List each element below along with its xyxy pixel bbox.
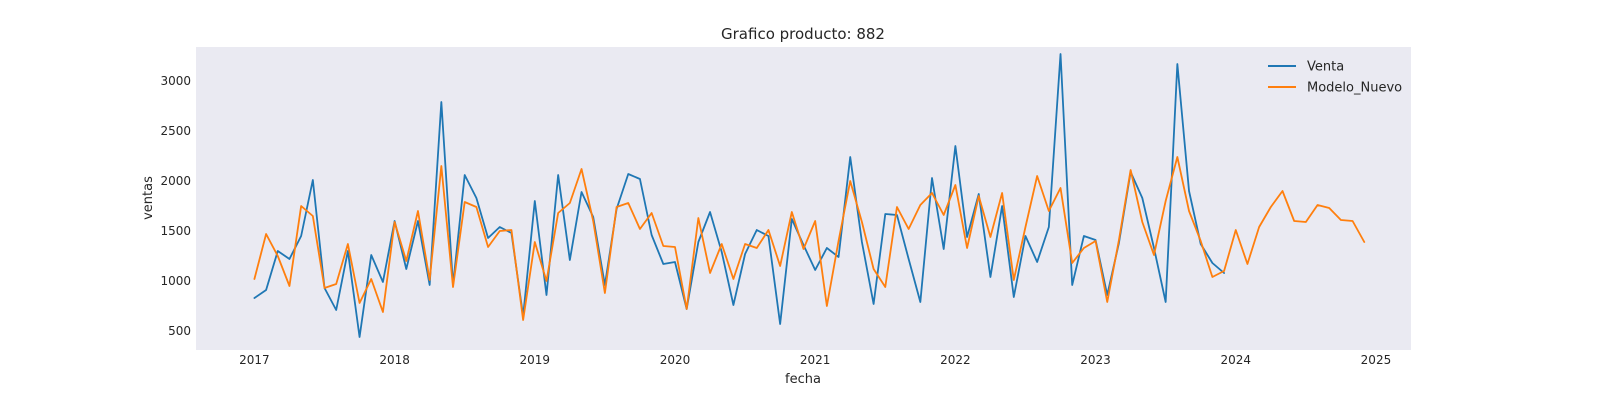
x-tick-label: 2021: [800, 353, 831, 367]
x-tick-label: 2020: [660, 353, 691, 367]
x-axis-ticks: 2017 2018 2019 2020 2021 2022 2023 2024 2025: [239, 353, 1391, 367]
x-tick-label: 2023: [1080, 353, 1111, 367]
y-tick-label: 1500: [160, 224, 191, 238]
y-tick-label: 2500: [160, 124, 191, 138]
y-axis-label: ventas: [141, 176, 156, 220]
series-line-modelo-nuevo: [253, 156, 1366, 321]
y-tick-label: 1000: [160, 274, 191, 288]
y-axis-ticks: 500 1000 1500 2000 2500 3000: [160, 74, 191, 338]
x-tick-label: 2024: [1220, 353, 1251, 367]
series-layer: [253, 53, 1366, 338]
x-tick-label: 2018: [379, 353, 410, 367]
legend-label: Venta: [1307, 60, 1344, 75]
plot-area: [196, 47, 1411, 350]
x-tick-label: 2017: [239, 353, 270, 367]
x-axis-label: fecha: [785, 372, 821, 387]
x-tick-label: 2022: [940, 353, 971, 367]
y-tick-label: 500: [168, 324, 191, 338]
y-tick-label: 2000: [160, 174, 191, 188]
legend: Venta Modelo_Nuevo: [1268, 60, 1402, 96]
x-tick-label: 2019: [520, 353, 551, 367]
legend-label: Modelo_Nuevo: [1307, 81, 1402, 96]
series-line-venta: [253, 53, 1225, 338]
chart-title: Grafico producto: 882: [721, 25, 885, 43]
x-tick-label: 2025: [1361, 353, 1392, 367]
y-tick-label: 3000: [160, 74, 191, 88]
